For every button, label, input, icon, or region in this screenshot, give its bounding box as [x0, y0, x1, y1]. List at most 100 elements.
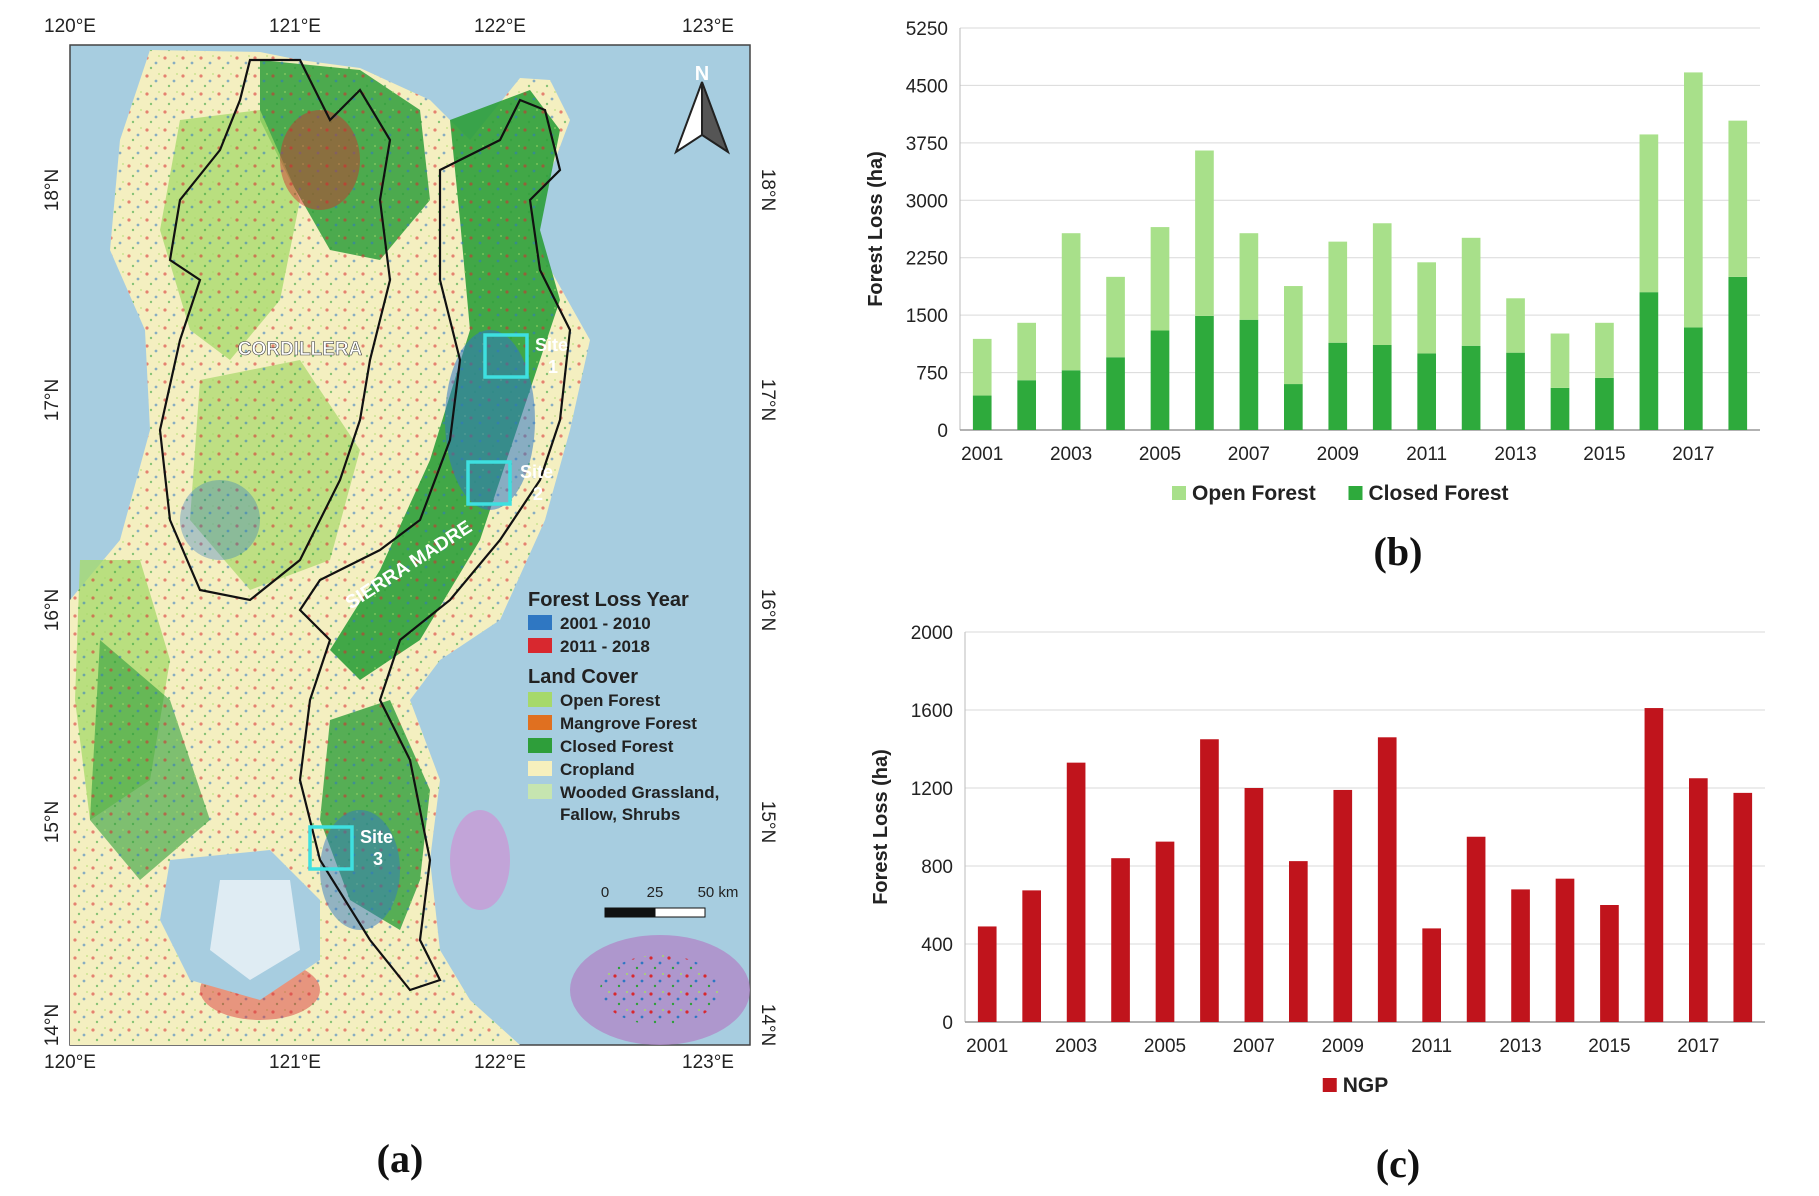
- legend-item-wooded-grassland: Wooded Grassland,: [560, 783, 719, 802]
- y-tick-label: 0: [937, 421, 948, 442]
- y-tick-label: 800: [921, 857, 953, 878]
- x-tick-label: 2005: [1144, 1036, 1186, 1057]
- lat-label-right-16: 16°N: [757, 589, 778, 631]
- lon-label-top-121: 121°E: [269, 16, 321, 37]
- site-3-box: [308, 825, 354, 871]
- legend-swatch-mangrove-forest: [528, 715, 552, 730]
- x-tick-label: 2007: [1228, 444, 1270, 465]
- land-area: [70, 50, 750, 1045]
- cordillera-label: CORDILLERA: [238, 339, 363, 360]
- y-tick-label: 2000: [911, 623, 953, 644]
- lat-label-left-15: 15°N: [42, 801, 63, 843]
- scale-tick-25: 25: [647, 884, 664, 901]
- legend-swatch-2001-2010: [528, 615, 552, 630]
- legend-item-wooded-grassland-line2: Fallow, Shrubs: [560, 805, 680, 824]
- legend-swatch-open-forest: [528, 692, 552, 707]
- bar-ngp-2017: [1689, 778, 1708, 1022]
- legend-swatch-wooded-grassland: [528, 784, 552, 799]
- bar-ngp-2007: [1244, 788, 1264, 1022]
- y-tick-label: 5250: [906, 19, 948, 40]
- lon-label-bottom-123: 123°E: [682, 1052, 734, 1073]
- lon-label-top-122: 122°E: [474, 16, 526, 37]
- x-tick-label: 2017: [1672, 444, 1714, 465]
- legend-swatch-closed-forest: [528, 738, 552, 753]
- lat-label-right-14: 14°N: [757, 1004, 778, 1046]
- bar-open-forest-2003: [1061, 233, 1081, 371]
- bar-open-forest-2015: [1595, 322, 1614, 378]
- bar-open-forest-2018: [1728, 120, 1748, 277]
- scale-tick-50: 50 km: [698, 884, 739, 901]
- lon-label-bottom-122: 122°E: [474, 1052, 526, 1073]
- site-1-number: 1: [548, 357, 558, 377]
- y-tick-label: 3750: [906, 134, 948, 155]
- x-tick-label: 2001: [961, 444, 1003, 465]
- bar-closed-forest-2002: [1017, 380, 1036, 430]
- legend-label-ngp: NGP: [1343, 1074, 1389, 1097]
- chart-b: 0 750 1500 2250 3000 3750 4500 5250 2001 2003 2005…: [865, 19, 1760, 505]
- legend-label-closed-forest: Closed Forest: [1369, 482, 1509, 505]
- bar-open-forest-2005: [1150, 227, 1170, 331]
- site-1-box: [483, 333, 529, 379]
- map-panel: 120°E 121°E 122°E 123°E: [0, 0, 800, 1196]
- bar-ngp-2008: [1289, 861, 1308, 1022]
- legend-loss-title: Forest Loss Year: [528, 589, 689, 611]
- bar-closed-forest-2003: [1061, 370, 1081, 430]
- bar-ngp-2010: [1377, 737, 1397, 1022]
- legend-swatch-open-forest: [1172, 486, 1186, 500]
- bar-closed-forest-2012: [1461, 345, 1481, 430]
- bar-ngp-2002: [1022, 890, 1041, 1022]
- legend-cover-title: Land Cover: [528, 666, 638, 688]
- bar-open-forest-2004: [1106, 276, 1125, 358]
- north-arrow-icon: [674, 81, 730, 155]
- site-3-number: 3: [373, 849, 383, 869]
- bar-closed-forest-2018: [1728, 276, 1748, 430]
- y-axis-label: Forest Loss (ha): [870, 749, 892, 905]
- x-tick-label: 2013: [1499, 1036, 1541, 1057]
- x-tick-label: 2013: [1494, 444, 1536, 465]
- bar-closed-forest-2005: [1150, 330, 1170, 430]
- x-tick-label: 2011: [1406, 444, 1447, 465]
- legend-swatch-2011-2018: [528, 638, 552, 653]
- legend-swatch-ngp: [1322, 1078, 1337, 1092]
- bar-open-forest-2014: [1550, 333, 1570, 388]
- lon-label-top-123: 123°E: [682, 16, 734, 37]
- y-axis-label: Forest Loss (ha): [865, 151, 887, 307]
- bar-open-forest-2013: [1506, 298, 1525, 353]
- caption-c: (c): [1375, 1141, 1421, 1186]
- bar-closed-forest-2015: [1595, 377, 1614, 430]
- bar-open-forest-2009: [1328, 241, 1348, 343]
- legend-item-2011-2018: 2011 - 2018: [560, 637, 650, 656]
- x-tick-label: 2001: [966, 1036, 1008, 1057]
- caption-b: (b): [1373, 529, 1423, 574]
- lon-label-bottom-120: 120°E: [44, 1052, 96, 1073]
- bar-ngp-2015: [1600, 905, 1619, 1022]
- bar-ngp-2001: [977, 926, 997, 1022]
- bar-ngp-2004: [1111, 858, 1130, 1022]
- x-tick-label: 2011: [1411, 1036, 1452, 1057]
- site-3-name: Site: [360, 827, 393, 847]
- site-2-name: Site: [520, 462, 553, 482]
- bar-ngp-2013: [1511, 889, 1530, 1022]
- scale-tick-0: 0: [601, 884, 609, 901]
- bar-closed-forest-2006: [1195, 315, 1214, 430]
- bar-ngp-2011: [1422, 928, 1441, 1022]
- x-tick-label: 2009: [1322, 1036, 1364, 1057]
- x-tick-label: 2003: [1055, 1036, 1097, 1057]
- bar-open-forest-2002: [1017, 322, 1036, 381]
- lat-label-left-16: 16°N: [42, 589, 63, 631]
- bar-closed-forest-2008: [1284, 384, 1303, 430]
- lat-label-left-17: 17°N: [42, 379, 63, 421]
- bar-ngp-2014: [1555, 878, 1575, 1022]
- site-2-number: 2: [533, 484, 543, 504]
- caption-a: (a): [376, 1136, 424, 1181]
- bar-open-forest-2001: [972, 338, 992, 396]
- lat-label-right-15: 15°N: [757, 801, 778, 843]
- bar-closed-forest-2010: [1372, 345, 1392, 430]
- bar-closed-forest-2011: [1417, 353, 1436, 430]
- cordillera-boundary: [158, 58, 392, 602]
- lon-label-bottom-121: 121°E: [269, 1052, 321, 1073]
- bar-closed-forest-2017: [1684, 327, 1703, 430]
- x-tick-label: 2015: [1588, 1036, 1630, 1057]
- bar-closed-forest-2016: [1639, 292, 1659, 430]
- map-figure: 120°E 121°E 122°E 123°E: [42, 16, 778, 1073]
